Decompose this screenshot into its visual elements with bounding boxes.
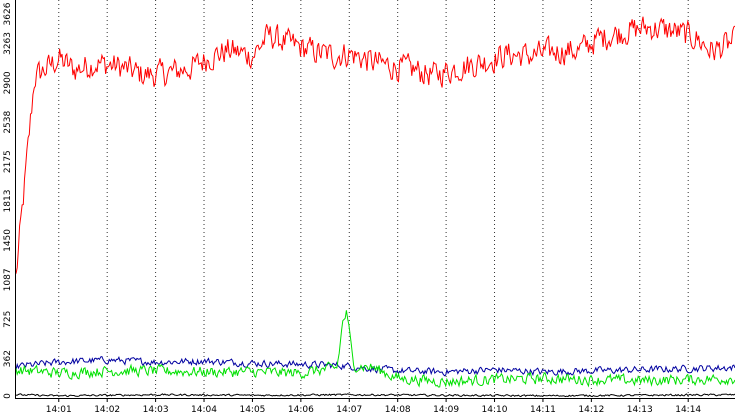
x-tick-label: 14:07 bbox=[336, 405, 362, 415]
y-tick-label: 3263 bbox=[3, 32, 13, 55]
x-tick-label: 14:12 bbox=[578, 405, 604, 415]
x-tick-label: 14:06 bbox=[288, 405, 314, 415]
y-tick-label: 2175 bbox=[3, 150, 13, 173]
x-tick-label: 14:14 bbox=[675, 405, 701, 415]
x-tick-label: 14:05 bbox=[239, 405, 265, 415]
x-tick-label: 14:01 bbox=[46, 405, 72, 415]
grid bbox=[58, 0, 689, 398]
x-tick-label: 14:08 bbox=[385, 405, 411, 415]
x-tick-label: 14:02 bbox=[94, 405, 120, 415]
y-tick-label: 0 bbox=[3, 393, 13, 399]
series-group bbox=[15, 16, 735, 398]
y-tick-label: 2538 bbox=[3, 110, 13, 133]
series-line-1 bbox=[15, 16, 735, 274]
y-tick-label: 1450 bbox=[3, 229, 13, 252]
y-tick-label: 725 bbox=[3, 311, 13, 328]
x-tick-label: 14:13 bbox=[627, 405, 653, 415]
y-tick-label: 362 bbox=[3, 350, 13, 367]
y-tick-labels: 0 362 725 1087 1450 1813 2175 2538 2900 3263 3626 bbox=[3, 2, 13, 399]
y-tick-label: 2900 bbox=[3, 71, 13, 94]
axes bbox=[15, 0, 735, 399]
y-tick-label: 1087 bbox=[3, 268, 13, 291]
x-tick-label: 14:03 bbox=[143, 405, 169, 415]
series-line-3 bbox=[15, 310, 735, 388]
series-line-4 bbox=[15, 393, 735, 398]
x-tick-label: 14:11 bbox=[530, 405, 556, 415]
x-tick-label: 14:04 bbox=[191, 405, 217, 415]
x-tick-labels: 14:01 14:02 14:03 14:04 14:05 14:06 14:07 14:08… bbox=[46, 398, 701, 415]
y-tick-label: 1813 bbox=[3, 190, 13, 213]
series-line-2 bbox=[15, 356, 735, 377]
x-tick-label: 14:09 bbox=[433, 405, 459, 415]
y-tick-label: 3626 bbox=[3, 2, 13, 25]
x-tick-label: 14:10 bbox=[482, 405, 508, 415]
